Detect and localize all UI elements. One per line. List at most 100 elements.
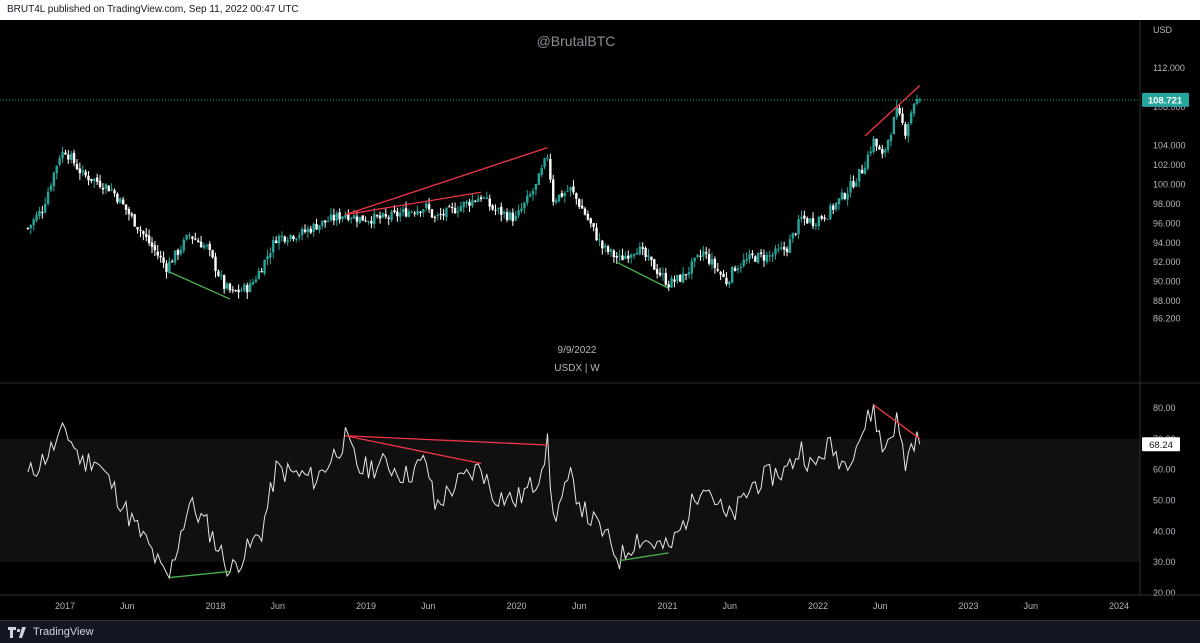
candle-body bbox=[832, 205, 835, 210]
candle-body bbox=[416, 210, 419, 215]
candle-body bbox=[142, 231, 145, 235]
rsi-pane[interactable] bbox=[0, 404, 1140, 580]
candle-body bbox=[546, 157, 549, 159]
price-axis[interactable]: USD 112.000108.000104.000102.000100.0009… bbox=[1142, 25, 1189, 323]
candle-body bbox=[38, 210, 41, 216]
candle-body bbox=[505, 212, 509, 220]
chart-area[interactable]: @BrutalBTC 9/9/2022 USDX | W USD 112.000… bbox=[0, 20, 1200, 620]
price-divergence-line-4[interactable] bbox=[616, 261, 669, 289]
candle-body bbox=[866, 154, 870, 169]
candle-body bbox=[664, 272, 668, 285]
candle-body bbox=[855, 182, 858, 187]
time-tick-label: Jun bbox=[120, 601, 135, 611]
candle-body bbox=[375, 215, 379, 217]
price-divergence-line-3[interactable] bbox=[169, 271, 231, 300]
candle-body bbox=[598, 239, 601, 241]
candle-body bbox=[280, 235, 284, 238]
candle-body bbox=[378, 215, 382, 219]
time-tick-label: 2022 bbox=[808, 601, 828, 611]
candle-body bbox=[892, 116, 896, 135]
candle-body bbox=[220, 275, 223, 277]
candle-body bbox=[898, 107, 901, 114]
candle-body bbox=[563, 192, 566, 196]
candle-body bbox=[754, 256, 757, 262]
candle-body bbox=[661, 273, 665, 275]
candle-body bbox=[225, 283, 229, 289]
candle-body bbox=[46, 191, 50, 204]
candle-body bbox=[511, 212, 515, 222]
candle-body bbox=[396, 211, 399, 217]
time-axis[interactable]: 2017 Jun 2018 Jun 2019 Jun 2020 Jun 2021 Jun 2022 J… bbox=[55, 601, 1129, 611]
currency-label: USD bbox=[1153, 25, 1173, 35]
candle-body bbox=[520, 208, 523, 212]
candle-body bbox=[58, 158, 61, 165]
candle-body bbox=[462, 202, 465, 208]
candle-body bbox=[612, 250, 616, 257]
candle-body bbox=[64, 152, 67, 155]
price-divergence-line-2[interactable] bbox=[345, 191, 482, 216]
time-tick-label: Jun bbox=[873, 601, 888, 611]
rsi-divergence-line-5[interactable] bbox=[873, 404, 921, 440]
candle-body bbox=[834, 202, 838, 210]
candle-body bbox=[243, 284, 246, 291]
chart-svg[interactable]: @BrutalBTC 9/9/2022 USDX | W USD 112.000… bbox=[0, 20, 1200, 620]
candle-body bbox=[263, 259, 266, 274]
candle-body bbox=[410, 211, 413, 213]
candle-body bbox=[820, 216, 823, 219]
candle-body bbox=[445, 207, 448, 217]
candle-body bbox=[231, 289, 235, 291]
candle-body bbox=[292, 235, 295, 240]
candle-body bbox=[889, 135, 893, 142]
candle-body bbox=[407, 211, 411, 217]
candle-body bbox=[526, 195, 529, 203]
price-pane[interactable]: @BrutalBTC 9/9/2022 USDX | W bbox=[0, 33, 1140, 374]
candle-body bbox=[84, 171, 87, 176]
candle-body bbox=[349, 218, 353, 220]
candle-body bbox=[707, 253, 711, 264]
candle-body bbox=[517, 210, 520, 216]
candle-body bbox=[609, 249, 613, 252]
candle-body bbox=[632, 254, 636, 256]
price-tick-label: 92.000 bbox=[1153, 257, 1181, 267]
candle-body bbox=[185, 234, 188, 240]
candle-body bbox=[875, 138, 878, 147]
rsi-divergence-line-4[interactable] bbox=[619, 552, 669, 562]
candle-body bbox=[829, 205, 832, 219]
candle-body bbox=[762, 254, 766, 261]
candle-body bbox=[274, 240, 278, 244]
candle-body bbox=[251, 281, 255, 285]
candle-body bbox=[731, 266, 734, 283]
candle-body bbox=[332, 214, 336, 221]
candle-body bbox=[188, 235, 191, 237]
rsi-divergence-line-1[interactable] bbox=[345, 435, 548, 446]
candle-body bbox=[459, 206, 463, 212]
price-divergence-line-5[interactable] bbox=[864, 84, 921, 137]
candle-body bbox=[248, 283, 252, 293]
candle-body bbox=[860, 169, 864, 174]
candle-body bbox=[837, 198, 841, 204]
price-divergence-line-1[interactable] bbox=[345, 146, 548, 216]
price-tick-label: 94.000 bbox=[1153, 238, 1181, 248]
candle-body bbox=[171, 261, 174, 263]
candle-body bbox=[494, 209, 497, 211]
candle-body bbox=[710, 259, 714, 265]
candle-body bbox=[269, 253, 272, 258]
candle-body bbox=[107, 185, 110, 192]
time-tick-label: 2024 bbox=[1109, 601, 1129, 611]
candle-body bbox=[95, 177, 99, 182]
candle-body bbox=[907, 123, 910, 137]
candle-body bbox=[653, 259, 656, 270]
tradingview-brand[interactable]: TradingView bbox=[8, 626, 94, 638]
candle-body bbox=[748, 254, 751, 260]
candle-body bbox=[413, 212, 416, 214]
rsi-divergence-line-2[interactable] bbox=[345, 435, 482, 465]
candle-body bbox=[430, 209, 434, 218]
candle-body bbox=[260, 270, 263, 273]
candle-body bbox=[370, 220, 373, 224]
rsi-divergence-line-3[interactable] bbox=[169, 570, 231, 579]
candle-body bbox=[575, 193, 578, 199]
candle-body bbox=[635, 252, 639, 255]
candle-body bbox=[554, 200, 558, 203]
candle-body bbox=[390, 211, 393, 221]
